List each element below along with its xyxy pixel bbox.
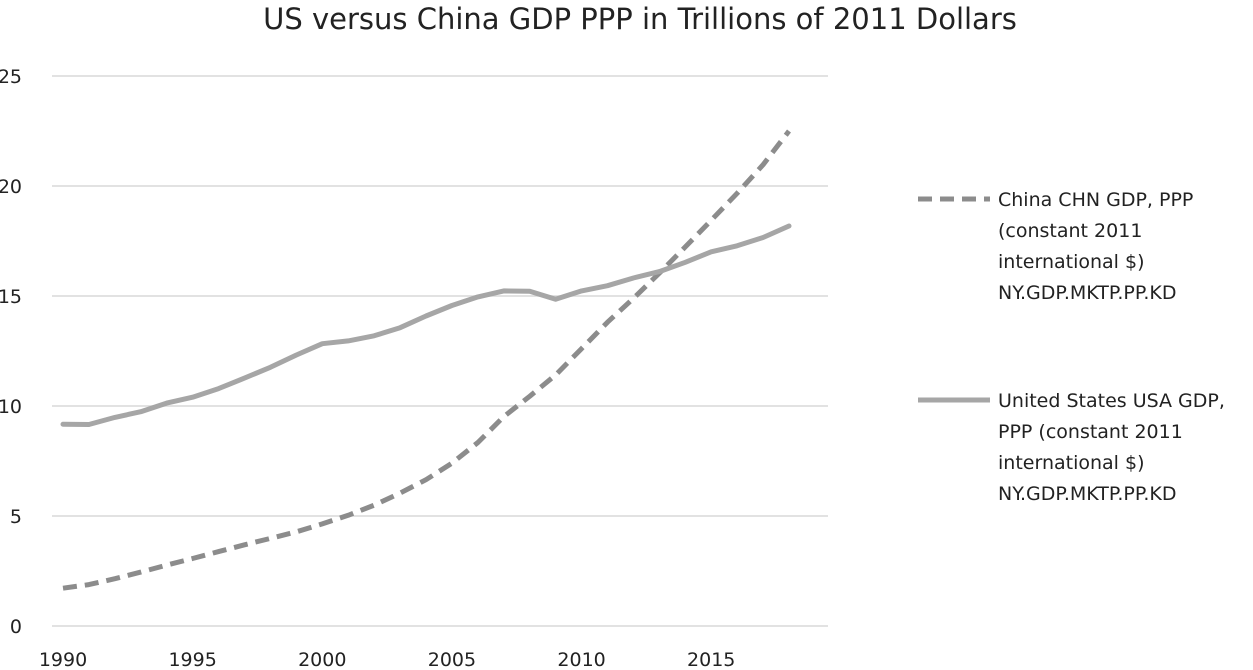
y-tick-label: 0 [10,616,22,638]
china-legend-label: NY.GDP.MKTP.PP.KD [998,282,1177,304]
x-axis-ticks: 1990 1995 2000 2005 2010 2015 [39,649,736,670]
y-tick-label: 20 [0,176,22,198]
usa-legend-label: PPP (constant 2011 [998,421,1183,443]
china-gdp-series-line [62,129,791,591]
gridlines [52,75,828,627]
chart-title: US versus China GDP PPP in Trillions of … [263,2,1017,36]
y-tick-label: 5 [10,506,22,528]
x-tick-label: 1995 [168,649,216,670]
x-tick-label: 2015 [687,649,735,670]
y-tick-label: 10 [0,396,22,418]
x-tick-label: 2010 [557,649,605,670]
china-legend-label: China CHN GDP, PPP [998,189,1193,211]
legend: China CHN GDP, PPP (constant 2011 internat… [918,189,1225,505]
usa-legend-label: NY.GDP.MKTP.PP.KD [998,483,1177,505]
usa-legend-label: international $) [998,452,1144,474]
x-tick-label: 2005 [428,649,476,670]
china-legend-label: (constant 2011 [998,220,1142,242]
y-tick-label: 25 [0,66,22,88]
y-tick-label: 15 [0,286,22,308]
china-legend-label: international $) [998,251,1144,273]
y-axis-ticks: 0 5 10 15 20 25 [0,66,22,638]
x-tick-label: 2000 [298,649,346,670]
usa-gdp-series-line [60,223,792,427]
series-lines [60,129,792,591]
x-tick-label: 1990 [39,649,87,670]
usa-legend-label: United States USA GDP, [998,390,1225,412]
